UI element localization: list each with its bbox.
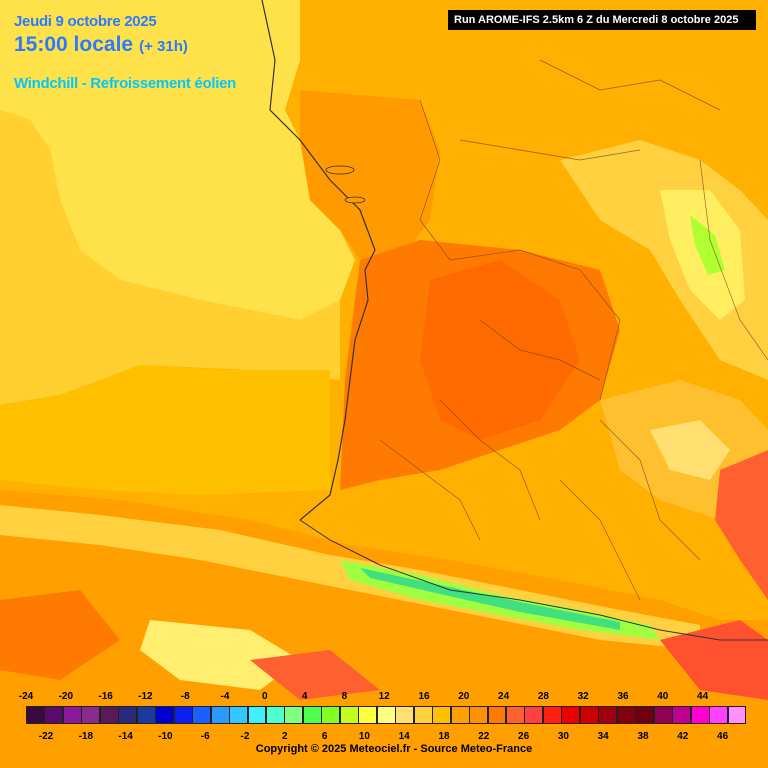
local-time: 15:00 locale bbox=[14, 33, 134, 56]
forecast-date: Jeudi 9 octobre 2025 bbox=[14, 13, 157, 30]
legend-swatch bbox=[413, 706, 433, 724]
legend-swatch bbox=[469, 706, 489, 724]
legend-swatch bbox=[99, 706, 119, 724]
legend-swatch bbox=[247, 706, 267, 724]
parameter-title: Windchill - Refroissement éolien bbox=[14, 75, 236, 92]
legend-bottom-label: 34 bbox=[597, 731, 609, 742]
legend-top-label: 8 bbox=[341, 691, 348, 702]
legend-swatch bbox=[229, 706, 249, 724]
legend-swatch bbox=[506, 706, 525, 724]
legend-swatch bbox=[118, 706, 138, 724]
legend-top-label: -12 bbox=[138, 691, 153, 702]
legend-swatch bbox=[44, 706, 64, 724]
legend-swatch bbox=[524, 706, 544, 724]
legend-top-label: -20 bbox=[58, 691, 74, 702]
legend-swatch bbox=[26, 706, 45, 724]
legend-swatch bbox=[487, 706, 507, 724]
legend-swatch bbox=[542, 706, 562, 724]
legend-swatch bbox=[432, 706, 452, 724]
lead-time: (+ 31h) bbox=[139, 38, 188, 55]
legend-bottom-label: -6 bbox=[200, 731, 210, 742]
legend-swatch bbox=[173, 706, 193, 724]
legend-swatch bbox=[284, 706, 304, 724]
legend-top-label: -16 bbox=[98, 691, 113, 702]
legend-top-label: 0 bbox=[262, 691, 268, 702]
legend-bottom-label: 46 bbox=[717, 731, 729, 742]
legend-swatch bbox=[395, 706, 415, 724]
legend-swatch bbox=[709, 706, 729, 724]
legend-swatch bbox=[266, 706, 285, 724]
legend-bottom-label: -10 bbox=[158, 731, 173, 742]
legend-swatch bbox=[192, 706, 212, 724]
legend-swatch bbox=[155, 706, 175, 724]
legend-bottom-label: 42 bbox=[677, 731, 689, 742]
legend-top-label: 44 bbox=[697, 691, 709, 702]
legend-bottom-label: 26 bbox=[518, 731, 530, 742]
legend-swatch bbox=[210, 706, 230, 724]
legend-top-label: 28 bbox=[537, 691, 549, 702]
legend-bottom-label: -22 bbox=[38, 731, 54, 742]
legend-bottom-label: -2 bbox=[240, 731, 250, 742]
legend-bottom-label: 30 bbox=[557, 731, 569, 742]
legend-swatch bbox=[690, 706, 710, 724]
legend-swatch bbox=[339, 706, 359, 724]
legend-top-label: 16 bbox=[418, 691, 430, 702]
legend-swatch bbox=[672, 706, 692, 724]
legend-swatch bbox=[579, 706, 599, 724]
legend-top-label: -4 bbox=[220, 691, 230, 702]
legend-bottom-label: 14 bbox=[398, 731, 410, 742]
legend-swatch bbox=[653, 706, 673, 724]
legend-top-label: 40 bbox=[657, 691, 669, 702]
legend-top-label: 24 bbox=[498, 691, 510, 702]
legend-swatch bbox=[62, 706, 82, 724]
legend-top-label: 12 bbox=[378, 691, 390, 702]
legend-bottom-label: -14 bbox=[118, 731, 133, 742]
legend-bottom-label: 18 bbox=[438, 731, 450, 742]
legend-top-label: 36 bbox=[617, 691, 629, 702]
legend-swatch bbox=[616, 706, 636, 724]
legend-top-label: -24 bbox=[18, 691, 34, 702]
legend-bottom-label: -18 bbox=[78, 731, 94, 742]
legend-swatch bbox=[136, 706, 156, 724]
legend-bottom-label: 10 bbox=[358, 731, 370, 742]
legend-swatch bbox=[376, 706, 396, 724]
legend-swatch bbox=[727, 706, 747, 724]
run-info-box: Run AROME-IFS 2.5km 6 Z du Mercredi 8 oc… bbox=[448, 10, 756, 30]
legend-top-label: 4 bbox=[301, 691, 308, 702]
legend-swatch bbox=[561, 706, 581, 724]
legend-bottom-label: 22 bbox=[478, 731, 490, 742]
copyright: Copyright © 2025 Meteociel.fr - Source M… bbox=[255, 743, 533, 755]
forecast-time: 15:00 locale (+ 31h) bbox=[14, 33, 188, 57]
legend-top-label: -8 bbox=[180, 691, 190, 702]
legend-swatch bbox=[450, 706, 470, 724]
legend-top-label: 20 bbox=[458, 691, 470, 702]
legend-swatch bbox=[358, 706, 378, 724]
legend-swatch bbox=[81, 706, 101, 724]
legend-top-label: 32 bbox=[577, 691, 589, 702]
legend-swatch bbox=[635, 706, 655, 724]
legend-swatch bbox=[598, 706, 618, 724]
legend-swatch bbox=[321, 706, 341, 724]
legend-bottom-label: 38 bbox=[637, 731, 649, 742]
legend-bottom-label: 2 bbox=[282, 731, 288, 742]
legend-swatch bbox=[302, 706, 322, 724]
legend-bottom-label: 6 bbox=[321, 731, 328, 742]
